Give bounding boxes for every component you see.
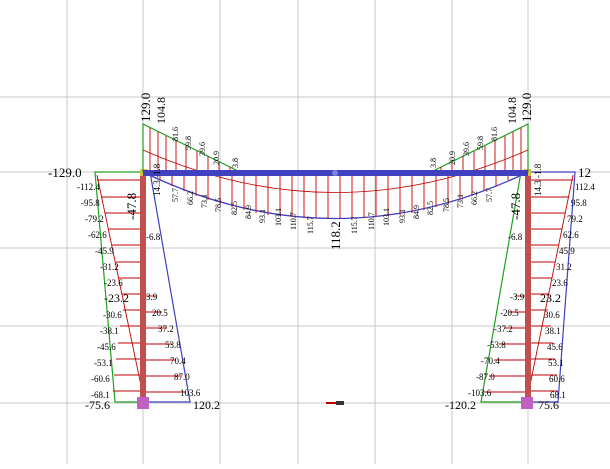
beam-top-label: 129.0 — [519, 93, 534, 122]
beam-hog-label: 20.9 — [448, 151, 457, 165]
right-side-label: 62.6 — [563, 230, 579, 240]
left-side-label: -79.2 — [85, 214, 104, 224]
beam-hog-label: 59.8 — [184, 136, 193, 150]
vertical-label: 14.3 — [533, 180, 543, 196]
left-side-label: -6.8 — [508, 232, 523, 242]
beam-hog-label: 81.6 — [490, 127, 499, 141]
beam-top-label: 104.8 — [154, 97, 168, 124]
right-bottom-moment-label-left: -120.2 — [445, 398, 476, 412]
beam-sag-label: 93.1 — [258, 209, 267, 223]
beam-sag-label: 57.7 — [171, 188, 180, 202]
right-column-labels: 12 112.4 95.8 79.2 62.6 45.9 31.2 23.6 2… — [445, 163, 595, 412]
beam-sag-label: 73.1 — [200, 194, 209, 208]
right-side-label: 23.6 — [552, 278, 568, 288]
beam-top-label: 104.8 — [505, 97, 519, 124]
right-side-label: 53.8 — [165, 340, 181, 350]
left-side-label: -20.5 — [500, 308, 519, 318]
left-bottom-moment-label: -75.6 — [85, 398, 110, 412]
left-side-label: -62.6 — [88, 230, 107, 240]
right-side-label: 30.6 — [544, 310, 560, 320]
right-side-label: 112.4 — [575, 182, 595, 192]
beam-sag-label: 93.1 — [398, 209, 407, 223]
left-side-label: -45.6 — [97, 342, 116, 352]
left-column-labels: -129.0 -112.4 -95.8 -79.2 -62.6 -45.9 -3… — [48, 163, 220, 412]
beam-hog-label: 39.6 — [462, 142, 471, 156]
beam-sag-label: 73.1 — [456, 194, 465, 208]
left-side-label: -30.6 — [103, 310, 122, 320]
left-side-label: -95.8 — [81, 198, 100, 208]
right-bottom-moment-label: 75.6 — [538, 398, 559, 412]
left-side-label: -3.9 — [510, 292, 525, 302]
beam-diagram[interactable] — [142, 123, 529, 220]
beam-sag-label: 82.5 — [230, 201, 239, 215]
vertical-label: 14.3 — [152, 180, 162, 196]
left-side-label: -23.2 — [104, 291, 129, 305]
left-side-label: -53.1 — [94, 358, 113, 368]
vertical-label: -1.8 — [533, 163, 543, 178]
beam-hog-label: 3.8 — [429, 158, 438, 168]
vertical-label: -47.8 — [124, 193, 139, 220]
right-side-label: 45.6 — [547, 342, 563, 352]
beam-sag-label: 66.2 — [470, 191, 479, 205]
right-side-label: 53.1 — [548, 358, 564, 368]
right-side-label: 60.6 — [549, 374, 565, 384]
beam-sag-label: 78.5 — [214, 198, 223, 212]
beam-labels: 129.0 104.8 104.8 129.0 81.6 59.8 39.6 2… — [138, 93, 534, 250]
right-side-label: 68.1 — [550, 390, 566, 400]
right-side-label: 3.9 — [146, 292, 158, 302]
beam-hog-label: 59.8 — [476, 136, 485, 150]
right-side-label: 79.2 — [567, 214, 583, 224]
left-side-label: -37.2 — [494, 324, 513, 334]
beam-sag-label: 57.7 — [485, 188, 494, 202]
beam-sag-label: 103.1 — [274, 208, 283, 226]
left-side-label: -31.2 — [100, 262, 119, 272]
right-side-label: 103.6 — [180, 388, 201, 398]
right-side-label: 87.0 — [174, 372, 190, 382]
beam-sag-label: 115.7 — [306, 216, 315, 234]
beam-sag-label: 110.7 — [367, 212, 376, 230]
left-side-label: -23.6 — [104, 278, 123, 288]
beam-sag-label: 110.7 — [289, 212, 298, 230]
beam-sag-label: 84.9 — [412, 205, 421, 219]
left-top-moment-label: -129.0 — [48, 165, 82, 180]
beam-hog-label: 81.6 — [171, 127, 180, 141]
left-side-label: -45.9 — [95, 246, 114, 256]
right-side-label: 31.2 — [556, 262, 572, 272]
right-side-label: 38.1 — [545, 326, 561, 336]
right-side-label: 23.2 — [540, 291, 561, 305]
vertical-label: -1.8 — [152, 163, 162, 178]
beam-hog-label: 3.8 — [231, 158, 240, 168]
right-top-moment-label: 12 — [578, 165, 591, 180]
right-side-label: 70.4 — [170, 356, 186, 366]
left-bottom-moment-label-right: 120.2 — [193, 398, 220, 412]
beam-midspan-label: 118.2 — [328, 221, 343, 250]
beam-hog-label: 20.9 — [212, 151, 221, 165]
right-side-label: -6.8 — [146, 232, 161, 242]
vertical-label: -47.8 — [508, 193, 523, 220]
beam-sag-label: 78.5 — [442, 198, 451, 212]
left-side-label: -38.1 — [100, 326, 119, 336]
right-side-label: 20.5 — [152, 308, 168, 318]
right-side-label: 37.2 — [158, 324, 174, 334]
beam-sag-label: 82.5 — [426, 201, 435, 215]
left-side-label: -87.0 — [476, 372, 495, 382]
left-side-label: -53.8 — [487, 340, 506, 350]
right-side-label: 45.9 — [559, 246, 575, 256]
left-side-label: -112.4 — [77, 182, 100, 192]
left-side-label: -70.4 — [481, 356, 500, 366]
right-side-label: 95.8 — [571, 198, 587, 208]
beam-hog-label: 39.6 — [198, 142, 207, 156]
left-side-label: -60.6 — [91, 374, 110, 384]
left-side-label: -103.6 — [468, 388, 492, 398]
beam-sag-label: 66.2 — [186, 191, 195, 205]
beam-sag-label: 84.9 — [244, 205, 253, 219]
right-column-diagram[interactable] — [480, 169, 576, 409]
beam-sag-label: 103.1 — [382, 208, 391, 226]
beam-top-label: 129.0 — [138, 93, 153, 122]
load-indicator[interactable] — [326, 401, 344, 405]
beam-sag-label: 115.7 — [350, 216, 359, 234]
left-side-label: -68.1 — [91, 390, 110, 400]
